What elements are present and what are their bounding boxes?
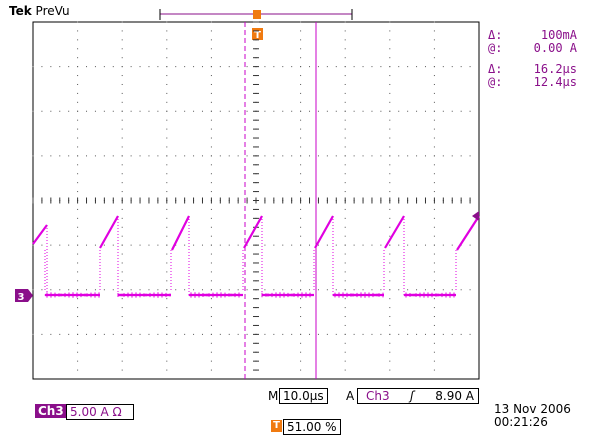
ch3-trace-edges xyxy=(44,216,457,295)
svg-text:3: 3 xyxy=(18,292,25,303)
delta-time-value: 16.2µs xyxy=(533,62,577,76)
ch3-label[interactable]: Ch3 xyxy=(35,404,67,418)
trigger-prefix: A xyxy=(346,389,355,403)
record-view-bar xyxy=(159,9,353,20)
trigger-position-value[interactable]: 51.00 % xyxy=(283,419,341,435)
svg-text:T: T xyxy=(254,30,261,41)
rising-edge-icon: ʃ xyxy=(410,389,415,403)
timebase-prefix: M xyxy=(268,389,279,403)
delta-time-label: Δ: xyxy=(488,62,503,76)
trigger-channel: Ch3 xyxy=(366,389,390,403)
trigger-position-marker: T xyxy=(252,28,263,41)
brand-name: Tek xyxy=(9,4,32,18)
timebase-value[interactable]: 10.0µs xyxy=(279,388,328,404)
ch3-trace-noise xyxy=(44,292,455,298)
cursor-time-value: 12.4µs xyxy=(533,75,577,89)
brand-label: Tek PreVu xyxy=(9,4,70,18)
cursor-time-label: @: xyxy=(488,75,503,89)
delta-amplitude-value: 100mA xyxy=(540,28,577,42)
cursor-amplitude-value: 0.00 A xyxy=(533,41,577,55)
date-display: 13 Nov 2006 xyxy=(494,402,571,416)
time-display: 00:21:26 xyxy=(494,415,548,429)
delta-amplitude-label: Δ: xyxy=(488,28,503,42)
ch3-trace xyxy=(32,215,480,298)
ch3-scale[interactable]: 5.00 A Ω xyxy=(66,404,134,420)
trigger-readout[interactable]: Ch3 ʃ 8.90 A xyxy=(357,388,479,404)
ch3-ground-marker: 3 xyxy=(15,289,33,303)
trigger-position-icon: T xyxy=(271,420,282,432)
trigger-level-marker xyxy=(472,211,479,221)
acquisition-mode: PreVu xyxy=(35,4,70,18)
trigger-level: 8.90 A xyxy=(435,389,474,403)
graticule-grid xyxy=(32,21,471,371)
cursor-amplitude-label: @: xyxy=(488,41,503,55)
